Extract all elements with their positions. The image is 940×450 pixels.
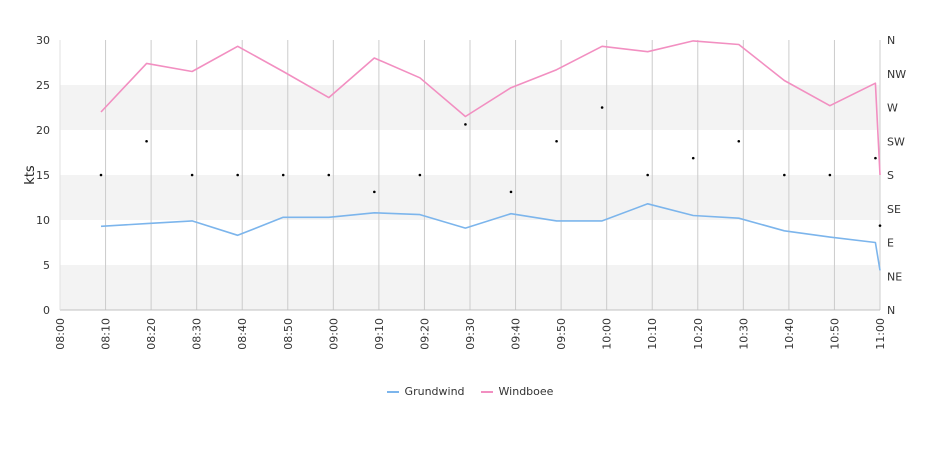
direction-dot — [878, 224, 882, 227]
grid-lines — [59, 40, 881, 310]
x-tick-label: 08:50 — [282, 318, 295, 350]
direction-dot — [418, 173, 422, 177]
y-tick-label: 25 — [36, 79, 50, 92]
x-tick-label: 10:30 — [737, 318, 750, 350]
x-tick-label: 10:00 — [601, 318, 614, 350]
direction-dot — [600, 106, 604, 109]
direction-dot — [99, 173, 103, 177]
direction-tick-label: N — [887, 34, 895, 47]
direction-tick-label: NE — [887, 270, 902, 283]
y-tick-label: 5 — [43, 259, 50, 272]
direction-tick-label: S — [887, 169, 894, 182]
legend-swatch-windboee — [480, 390, 493, 393]
direction-dot — [646, 173, 649, 177]
direction-tick-label: NW — [887, 68, 906, 81]
direction-dot — [509, 190, 513, 194]
direction-dot — [464, 123, 467, 126]
x-tick-label: 08:40 — [236, 318, 249, 350]
direction-dot — [555, 139, 558, 143]
x-tick-label: 09:30 — [464, 318, 477, 350]
x-tick-label: 08:10 — [100, 318, 113, 350]
legend-swatch-grundwind — [386, 390, 399, 393]
x-axis-ticks: 08:00 08:10 08:20 08:30 08:40 08:50 09:00 09:10… — [54, 318, 887, 350]
legend-item-windboee[interactable]: Windboee — [480, 385, 554, 398]
direction-tick-label: SW — [887, 135, 905, 148]
direction-tick-label: E — [887, 237, 894, 250]
x-tick-label: 09:50 — [555, 318, 568, 350]
y-axis-ticks: 0 5 10 15 20 25 30 — [36, 34, 50, 317]
direction-tick-label: N — [887, 304, 895, 317]
direction-tick-label: SE — [887, 203, 901, 216]
x-tick-label: 09:20 — [418, 318, 431, 350]
y-axis-label: kts — [23, 165, 38, 185]
x-tick-label: 10:10 — [646, 318, 659, 350]
x-tick-label: 11:00 — [874, 318, 887, 350]
axes — [59, 40, 880, 311]
x-tick-label: 08:00 — [54, 318, 67, 350]
direction-dot — [145, 139, 148, 143]
y-tick-label: 30 — [36, 34, 50, 47]
direction-dots — [99, 106, 882, 227]
direction-dot — [737, 139, 741, 143]
direction-dot — [236, 173, 239, 177]
x-tick-label: 10:50 — [828, 318, 841, 350]
legend-label-windboee: Windboee — [498, 385, 554, 398]
direction-dot — [281, 173, 285, 177]
direction-dot — [783, 173, 786, 177]
direction-dot — [691, 156, 695, 160]
series-line-windboee — [100, 40, 881, 176]
x-tick-label: 09:00 — [327, 318, 340, 350]
series-line-grundwind — [100, 203, 881, 271]
legend-item-grundwind[interactable]: Grundwind — [386, 385, 465, 398]
x-tick-label: 09:40 — [510, 318, 523, 350]
x-tick-label: 10:20 — [692, 318, 705, 350]
series-lines — [100, 40, 881, 271]
direction-tick-label: W — [887, 102, 898, 115]
direction-dot — [828, 173, 832, 177]
y-tick-label: 10 — [36, 214, 50, 227]
direction-dot — [327, 173, 331, 177]
x-tick-label: 10:40 — [783, 318, 796, 350]
y-tick-label: 20 — [36, 124, 50, 137]
direction-dot — [874, 156, 877, 160]
direction-axis-ticks: N NE E SE S SW W NW N — [887, 34, 906, 317]
x-tick-label: 09:10 — [373, 318, 386, 350]
y-tick-label: 0 — [43, 304, 50, 317]
x-tick-label: 08:30 — [191, 318, 204, 350]
direction-dot — [373, 190, 376, 194]
direction-dot — [190, 173, 194, 177]
legend: Grundwind Windboee — [0, 385, 940, 398]
legend-label-grundwind: Grundwind — [404, 385, 465, 398]
x-tick-label: 08:20 — [145, 318, 158, 350]
y-tick-label: 15 — [36, 169, 50, 182]
